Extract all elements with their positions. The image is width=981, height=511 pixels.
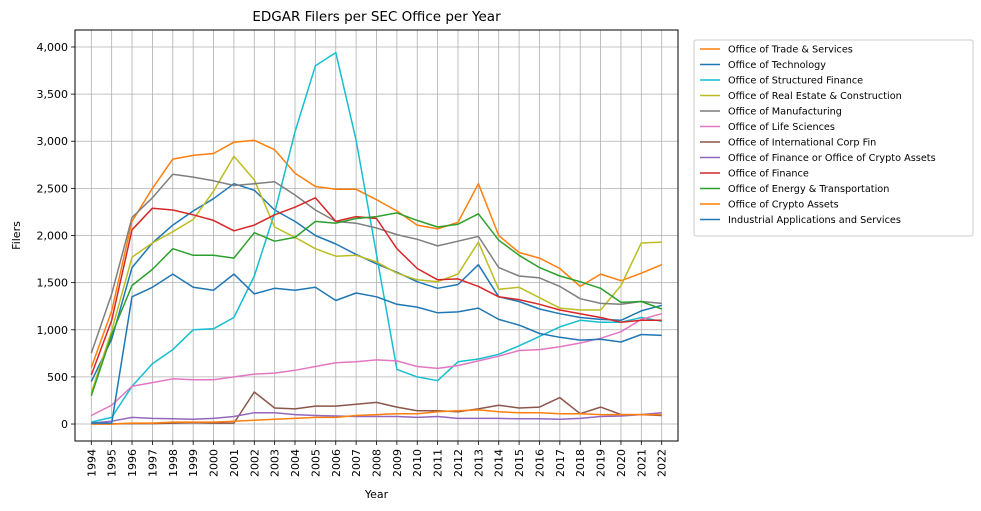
x-tick-label: 2002: [248, 449, 261, 477]
legend-label: Industrial Applications and Services: [728, 215, 901, 226]
series-line: [91, 409, 662, 425]
y-tick-label: 2,500: [37, 182, 69, 195]
legend-label: Office of Structured Finance: [728, 76, 863, 87]
series-line: [90, 197, 662, 376]
x-tick-label: 2016: [533, 449, 546, 477]
series-line: [90, 139, 662, 368]
legend-box: [693, 39, 974, 237]
x-tick-label: 2010: [411, 449, 424, 477]
y-tick-label: 3,500: [37, 88, 69, 101]
x-tick-label: 2018: [574, 449, 587, 477]
x-tick-label: 2013: [472, 449, 485, 477]
y-axis: 0 500 1,000 1,500 2,000 2,500 3,000 3,500 4,000: [37, 41, 75, 431]
x-tick-label: 2007: [350, 449, 363, 477]
legend-label: Office of Life Sciences: [728, 122, 835, 133]
x-tick-label: 1994: [85, 449, 98, 477]
y-tick-label: 1,500: [37, 277, 69, 290]
y-tick-label: 500: [47, 371, 68, 384]
legend-label: Office of Trade & Services: [728, 45, 853, 56]
x-tick-label: 1998: [167, 449, 180, 477]
legend-label: Office of Finance: [728, 169, 809, 180]
x-tick-label: 2003: [269, 449, 282, 477]
x-tick-label: 2004: [289, 449, 302, 477]
series-line: [90, 312, 662, 417]
legend-label: Office of Technology: [728, 60, 826, 71]
x-tick-label: 2014: [493, 449, 506, 477]
x-tick-label: 2008: [371, 449, 384, 477]
x-axis-title: Year: [364, 488, 389, 501]
x-tick-label: 2017: [554, 449, 567, 477]
x-tick-label: 2022: [656, 449, 669, 477]
x-tick-label: 2012: [452, 449, 465, 477]
legend-label: Office of Finance or Office of Crypto As…: [728, 153, 936, 164]
x-axis: 1994 1995 1996 1997 1998 1999 2000 2001 2002 2003…: [85, 441, 669, 477]
y-tick-label: 1,000: [37, 324, 69, 337]
series-line: [90, 182, 662, 382]
y-tick-label: 2,000: [37, 230, 69, 243]
x-tick-label: 2005: [309, 449, 322, 477]
series-line: [91, 51, 662, 423]
series-line: [91, 273, 662, 424]
x-tick-label: 2011: [432, 449, 445, 477]
series-line: [90, 155, 662, 394]
y-axis-title: Filers: [10, 221, 23, 250]
x-tick-label: 2000: [208, 449, 221, 477]
y-tick-label: 0: [61, 418, 68, 431]
legend-label: Office of Crypto Assets: [728, 200, 839, 211]
x-tick-label: 1999: [187, 449, 200, 477]
legend-label: Office of Real Estate & Construction: [728, 91, 902, 102]
x-tick-label: 2009: [391, 449, 404, 477]
x-tick-label: 2020: [615, 449, 628, 477]
legend-label: Office of International Corp Fin: [728, 138, 876, 149]
x-tick-label: 2019: [595, 449, 608, 477]
legend-label: Office of Manufacturing: [728, 107, 842, 118]
x-tick-label: 2015: [513, 449, 526, 477]
x-tick-label: 2006: [330, 449, 343, 477]
chart-title: EDGAR Filers per SEC Office per Year: [252, 9, 501, 25]
legend: Office of Trade & Services Office of Tech…: [693, 39, 974, 237]
series-line: [91, 411, 662, 424]
x-tick-label: 1997: [146, 449, 159, 477]
series-line: [90, 173, 662, 354]
x-tick-label: 2021: [635, 449, 648, 477]
x-tick-label: 1995: [106, 449, 119, 477]
y-tick-label: 3,000: [37, 135, 69, 148]
series-line: [90, 212, 662, 397]
grid: [75, 30, 678, 441]
x-tick-label: 2001: [228, 449, 241, 477]
series-group: [90, 51, 662, 425]
legend-label: Office of Energy & Transportation: [728, 184, 889, 195]
y-tick-label: 4,000: [37, 41, 69, 54]
x-tick-label: 1996: [126, 449, 139, 477]
